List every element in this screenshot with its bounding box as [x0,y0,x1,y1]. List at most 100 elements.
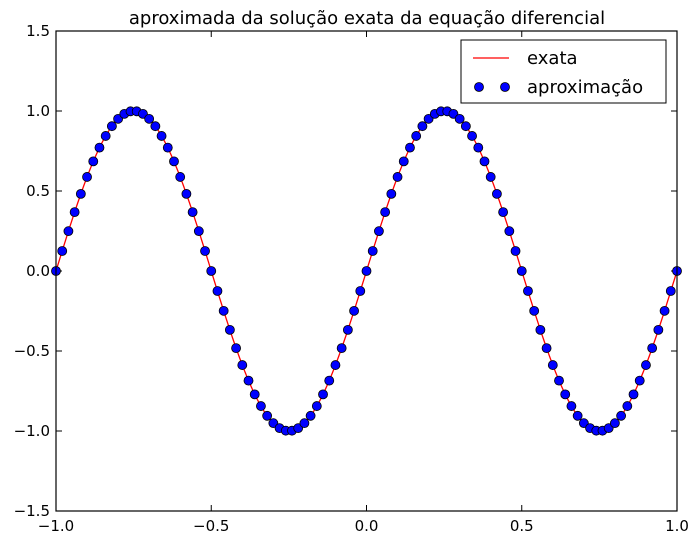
y-tick-label: −1.5 [14,502,50,520]
data-point-aproximacao [200,246,210,256]
data-point-aproximacao [187,207,198,218]
data-point-aproximacao [473,142,484,153]
data-point-aproximacao [311,401,322,411]
data-point-aproximacao [181,188,192,199]
plot-area [51,106,682,436]
data-point-aproximacao [237,360,248,370]
data-point-aproximacao [305,410,316,421]
data-point-aproximacao [641,360,651,370]
data-point-aproximacao [516,266,527,276]
data-point-aproximacao [212,286,223,296]
data-point-aproximacao [485,172,496,182]
x-tick-label: 0.5 [510,517,534,535]
data-point-aproximacao [367,246,378,256]
data-point-aproximacao [324,375,335,386]
legend-label-exata: exata [527,48,578,69]
legend-marker-aproximacao [500,82,510,92]
chart-title: aproximada da solução exata da equação d… [129,8,605,29]
data-point-aproximacao [318,389,328,400]
legend: exata aproximação [460,39,667,104]
data-point-aproximacao [479,156,490,167]
data-point-aproximacao [169,156,179,167]
data-point-aproximacao [262,410,273,421]
y-tick-label: −0.5 [14,342,50,360]
data-point-aproximacao [330,360,341,370]
tick-layer: −1.0 −0.5 0.0 0.5 1.0−1.5−1.0−0.50.00.51.01.… [14,22,689,535]
data-point-aproximacao [224,324,235,335]
data-point-aproximacao [529,305,540,316]
data-point-aproximacao [361,266,372,276]
y-tick-label: 1.0 [26,102,50,120]
data-point-aproximacao [106,121,117,132]
data-point-aproximacao [392,172,403,182]
data-point-aproximacao [380,207,391,218]
data-point-aproximacao [572,410,583,421]
x-tick-label: 0.0 [355,517,379,535]
data-point-aproximacao [299,418,310,429]
data-point-aproximacao [653,324,664,335]
data-point-aproximacao [610,418,620,429]
data-point-aproximacao [256,401,266,411]
data-point-aproximacao [460,121,471,132]
y-tick-label: 0.5 [26,182,50,200]
data-point-aproximacao [398,156,409,167]
data-point-aproximacao [243,375,254,386]
data-point-aproximacao [150,121,161,132]
data-point-aproximacao [535,324,546,335]
data-point-aproximacao [88,156,99,167]
data-point-aproximacao [249,389,260,400]
data-point-aproximacao [144,113,155,124]
data-point-aproximacao [523,286,533,296]
data-point-aproximacao [560,389,571,400]
y-tick-label: −1.0 [14,422,50,440]
data-point-aproximacao [69,207,80,218]
data-point-aproximacao [510,246,521,256]
data-point-aproximacao [336,343,347,354]
data-point-aproximacao [467,131,477,141]
data-point-aproximacao [411,131,422,141]
legend-label-aproximacao: aproximação [527,77,643,98]
data-point-aproximacao [622,401,633,411]
data-point-aproximacao [162,142,173,153]
data-point-aproximacao [547,360,558,370]
data-point-aproximacao [628,389,639,400]
data-point-aproximacao [63,226,74,237]
data-point-aproximacao [492,188,502,199]
data-point-aproximacao [554,375,564,386]
data-point-aproximacao [175,172,186,182]
data-point-aproximacao [100,131,111,141]
data-point-aproximacao [94,142,105,153]
data-point-aproximacao [504,226,515,237]
axes-frame [55,30,678,512]
data-point-aproximacao [218,305,229,316]
y-tick-label: 1.5 [26,22,50,40]
data-point-aproximacao [417,121,428,132]
y-tick-label: 0.0 [26,262,50,280]
data-point-aproximacao [405,142,415,153]
data-point-aproximacao [665,286,676,296]
data-point-aproximacao [647,343,658,354]
data-point-aproximacao [634,375,645,386]
data-point-aproximacao [498,207,509,218]
data-point-aproximacao [659,305,670,316]
data-point-aproximacao [206,266,217,276]
legend-marker-aproximacao [474,82,484,92]
data-point-aproximacao [454,113,465,124]
legend-box [460,39,667,104]
data-point-aproximacao [349,305,359,316]
data-point-aproximacao [374,226,384,237]
data-point-aproximacao [541,343,552,354]
data-point-aproximacao [566,401,577,411]
data-point-aproximacao [193,226,204,237]
data-point-aproximacao [75,188,86,199]
data-point-aproximacao [386,188,397,199]
data-point-aproximacao [616,410,627,421]
data-point-aproximacao [57,246,68,256]
data-point-aproximacao [355,286,366,296]
data-point-aproximacao [156,131,167,141]
x-tick-label: −0.5 [193,517,229,535]
data-point-aproximacao [82,172,92,182]
data-point-aproximacao [342,324,353,335]
x-tick-label: 1.0 [665,517,689,535]
